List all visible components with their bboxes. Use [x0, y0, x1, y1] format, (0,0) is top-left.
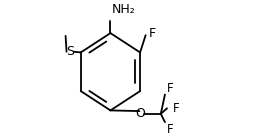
- Text: S: S: [66, 45, 74, 58]
- Text: NH₂: NH₂: [112, 3, 135, 16]
- Text: F: F: [167, 82, 174, 95]
- Text: F: F: [167, 123, 174, 136]
- Text: O: O: [135, 107, 145, 120]
- Text: F: F: [148, 27, 155, 40]
- Text: F: F: [173, 102, 180, 115]
